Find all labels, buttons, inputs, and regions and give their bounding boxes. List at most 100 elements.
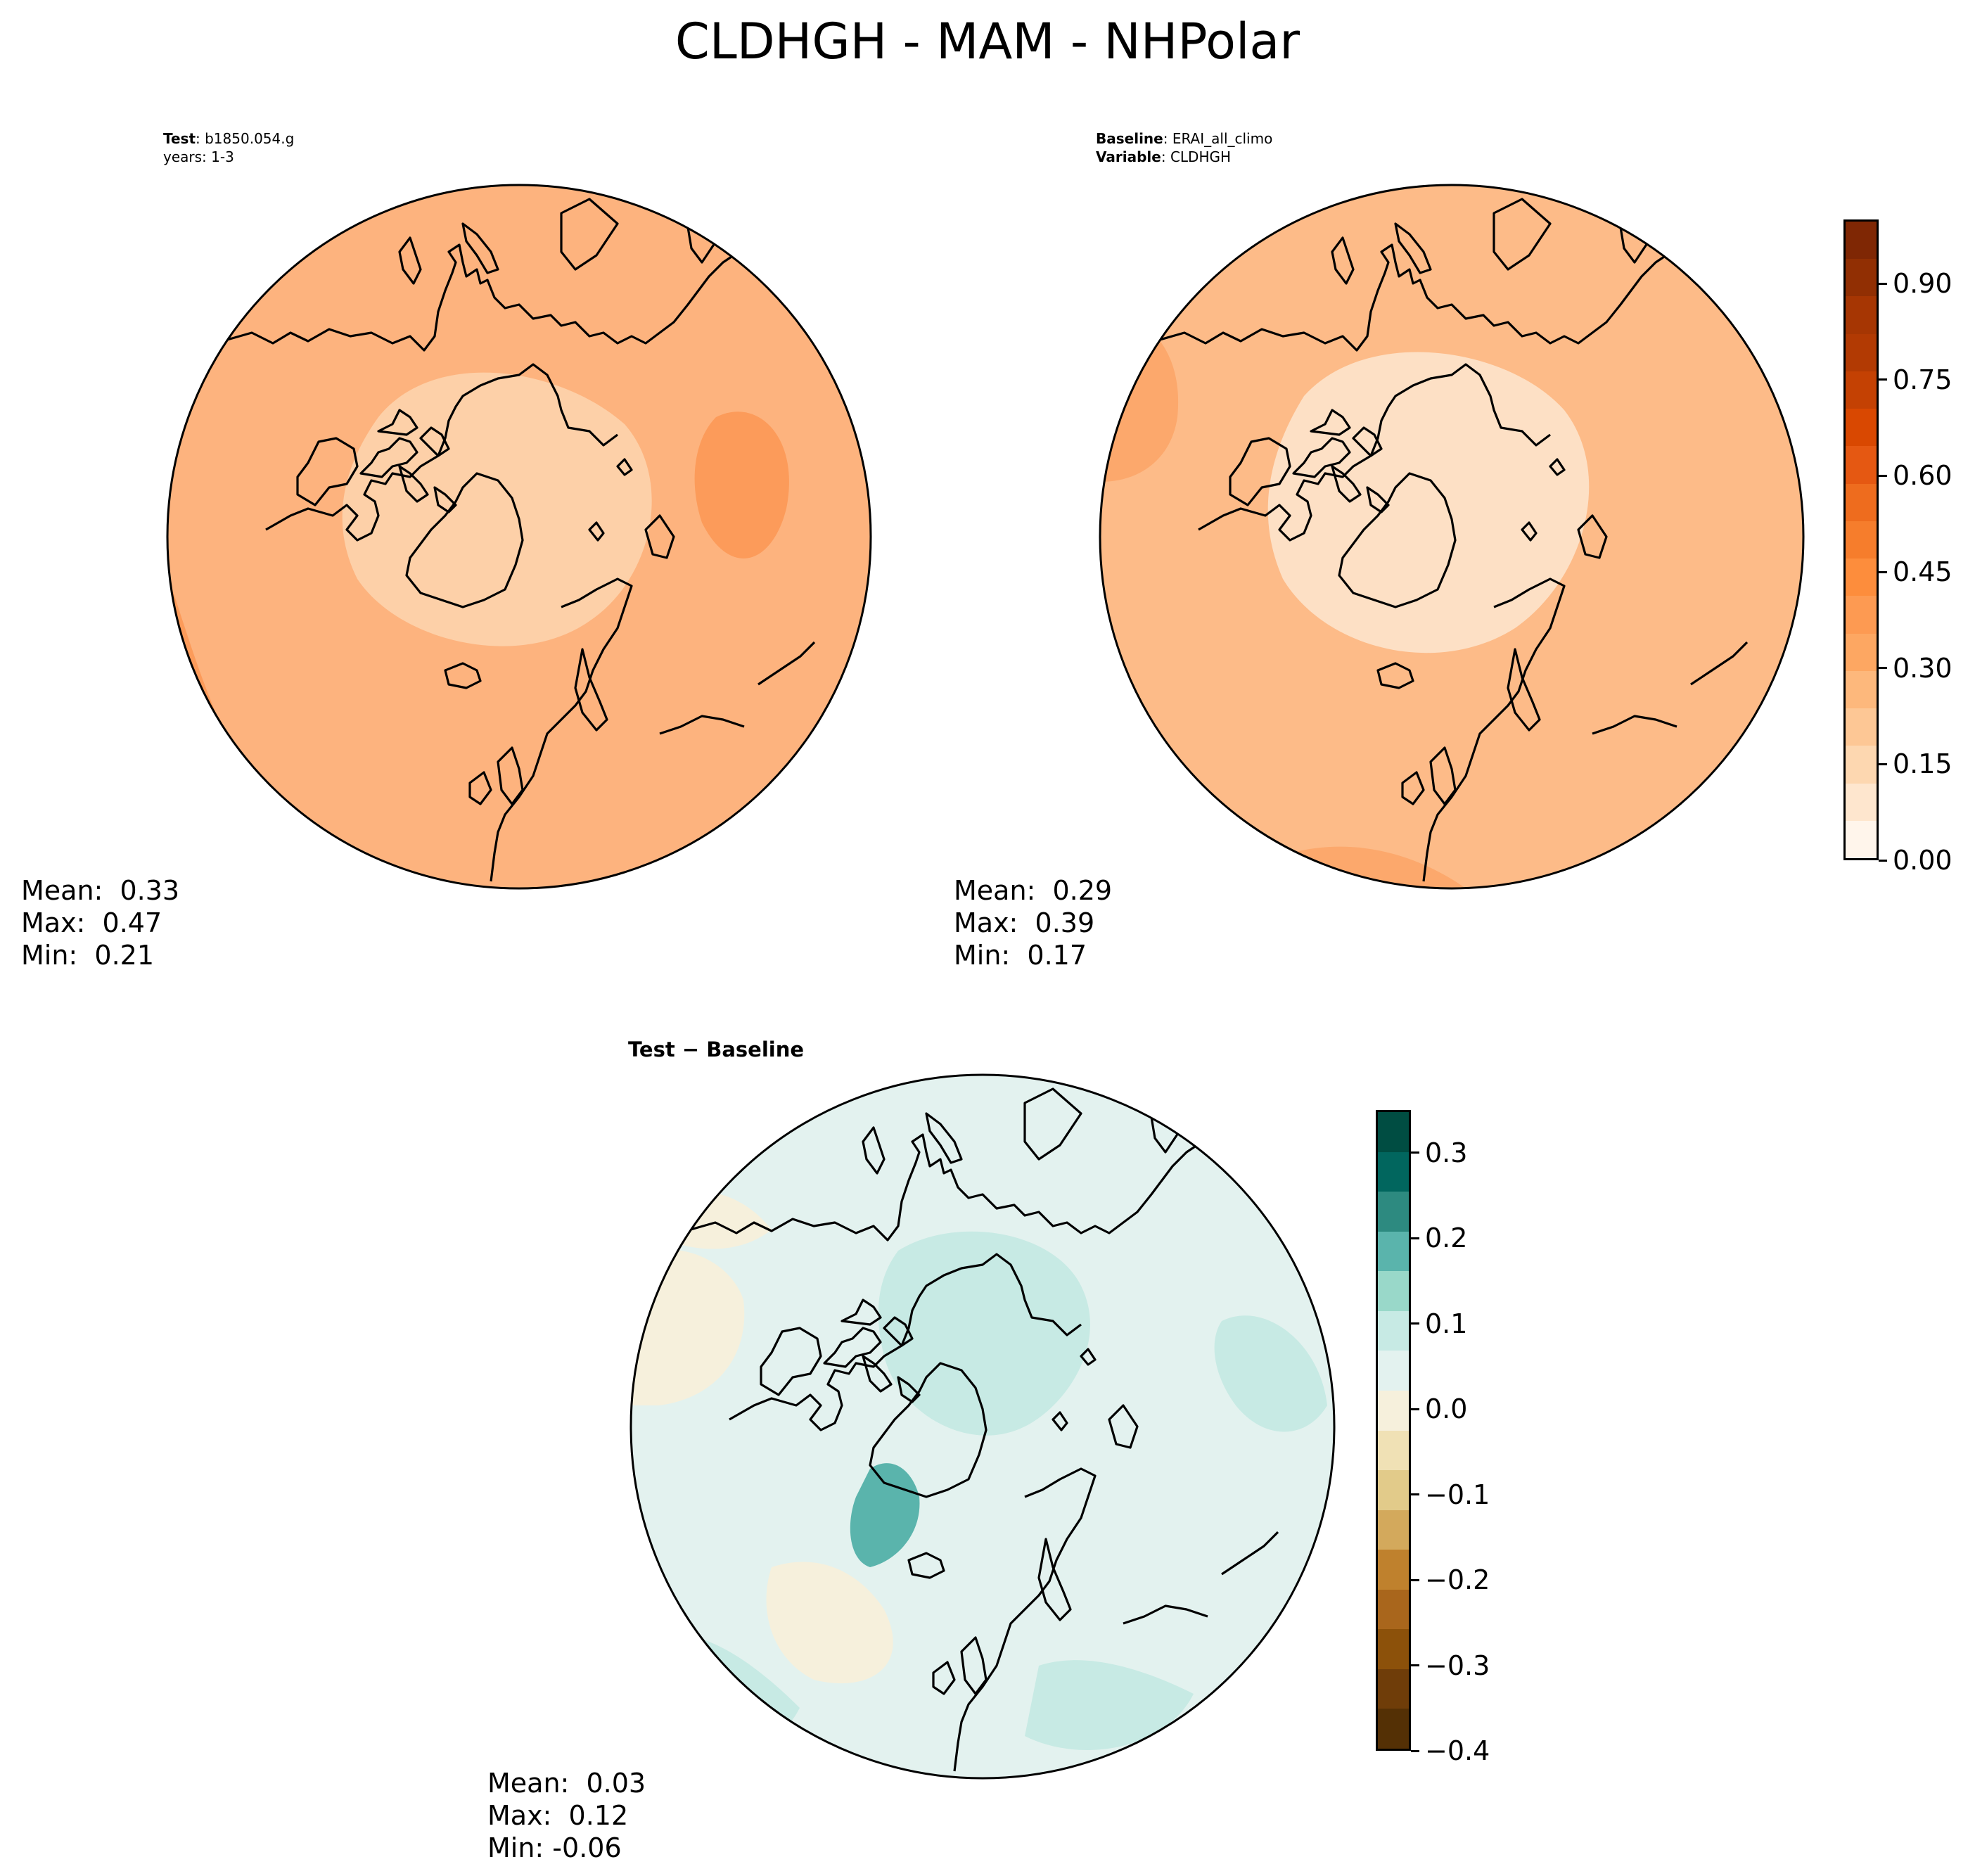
colorbar-main-tickmark	[1879, 762, 1887, 765]
tm-light-region	[342, 372, 652, 646]
colorbar-main-swatch	[1846, 521, 1877, 559]
test-stats: Mean: 0.33 Max: 0.47 Min: 0.21	[21, 874, 179, 971]
colorbar-diff-swatch	[1378, 1151, 1409, 1192]
colorbar-main-swatch	[1846, 222, 1877, 260]
test-key: Test	[163, 130, 196, 147]
colorbar-diff-swatch	[1378, 1589, 1409, 1630]
colorbar-main-tick-label: 0.15	[1893, 748, 1952, 780]
colorbar-diff-swatch	[1378, 1351, 1409, 1391]
test-map	[166, 184, 872, 890]
colorbar-main: 0.00 0.15 0.30 0.45 0.60 0.75 0.90	[1843, 219, 1952, 874]
colorbar-diff-tickmark	[1411, 1237, 1419, 1239]
colorbar-main-swatch	[1846, 371, 1877, 409]
test-label: Test: b1850.054.g years: 1-3	[163, 129, 294, 166]
colorbar-diff-tickmark	[1411, 1408, 1419, 1410]
colorbar-main-swatch	[1846, 296, 1877, 334]
diff-min: Min: -0.06	[487, 1832, 622, 1863]
colorbar-diff-swatch	[1378, 1430, 1409, 1471]
colorbar-main-swatch	[1846, 483, 1877, 521]
baseline-map-border	[1099, 184, 1805, 890]
colorbar-diff: −0.4 −0.3 −0.2 −0.1 0.0 0.1 0.2 0.3	[1376, 1110, 1490, 1764]
colorbar-main-tick-label: 0.00	[1893, 845, 1952, 876]
colorbar-diff-swatch	[1378, 1629, 1409, 1669]
test-case-name: : b1850.054.g	[196, 130, 295, 147]
colorbar-main-tickmark	[1879, 667, 1887, 670]
colorbar-diff-tickmark	[1411, 1151, 1419, 1154]
dm-teal2-region	[1214, 1315, 1327, 1432]
colorbar-diff-tick-label: 0.1	[1425, 1308, 1468, 1339]
colorbar-diff-swatch	[1378, 1231, 1409, 1272]
diff-title: Test − Baseline	[628, 1038, 805, 1061]
baseline-mean: Mean: 0.29	[954, 875, 1113, 906]
colorbar-diff-swatch	[1378, 1192, 1409, 1232]
colorbar-main-swatch	[1846, 596, 1877, 634]
colorbar-diff-tick-label: −0.1	[1425, 1479, 1490, 1510]
colorbar-main-tickmark	[1879, 282, 1887, 285]
colorbar-main-tick-label: 0.30	[1893, 652, 1952, 684]
colorbar-diff-swatch	[1378, 1470, 1409, 1510]
colorbar-main-swatch	[1846, 333, 1877, 371]
colorbar-diff-swatch	[1378, 1510, 1409, 1550]
colorbar-main-tickmark	[1879, 859, 1887, 862]
colorbar-diff-swatch	[1378, 1271, 1409, 1311]
colorbar-main-swatch	[1846, 820, 1877, 858]
colorbar-main-tick-label: 0.60	[1893, 460, 1952, 492]
colorbar-main-swatch	[1846, 446, 1877, 484]
variable-key: Variable	[1096, 148, 1161, 165]
colorbar-main-tickmark	[1879, 378, 1887, 381]
colorbar-main-swatch	[1846, 559, 1877, 596]
colorbar-diff-swatches	[1376, 1110, 1411, 1751]
diff-map-border	[629, 1073, 1336, 1780]
baseline-stats: Mean: 0.29 Max: 0.39 Min: 0.17	[954, 874, 1112, 971]
colorbar-main-swatch	[1846, 409, 1877, 447]
colorbar-diff-swatch	[1378, 1112, 1409, 1152]
diff-mean: Mean: 0.03	[487, 1768, 646, 1799]
test-min: Min: 0.21	[21, 940, 154, 971]
colorbar-diff-tickmark	[1411, 1749, 1419, 1752]
colorbar-main-swatch	[1846, 783, 1877, 821]
baseline-case-name: : ERAI_all_climo	[1163, 130, 1273, 147]
colorbar-diff-tick-label: 0.2	[1425, 1223, 1468, 1254]
colorbar-diff-tickmark	[1411, 1578, 1419, 1581]
colorbar-main-swatch	[1846, 259, 1877, 297]
colorbar-main-tick-label: 0.90	[1893, 268, 1952, 300]
test-map-border	[166, 184, 872, 890]
colorbar-main-swatch	[1846, 708, 1877, 746]
test-max: Max: 0.47	[21, 907, 162, 938]
colorbar-main-tickmark	[1879, 570, 1887, 573]
diff-max: Max: 0.12	[487, 1800, 629, 1831]
colorbar-main-tickmark	[1879, 474, 1887, 477]
colorbar-main-tick-label: 0.75	[1893, 364, 1952, 395]
baseline-key: Baseline	[1096, 130, 1163, 147]
diff-map	[629, 1073, 1336, 1780]
colorbar-diff-swatch	[1378, 1310, 1409, 1351]
dm-tan2-region	[766, 1562, 893, 1684]
colorbar-main-swatches	[1843, 219, 1879, 860]
diff-stats: Mean: 0.03 Max: 0.12 Min: -0.06	[487, 1767, 646, 1864]
colorbar-diff-tickmark	[1411, 1493, 1419, 1496]
colorbar-diff-tick-label: 0.3	[1425, 1137, 1468, 1168]
variable-name: : CLDHGH	[1161, 148, 1232, 165]
colorbar-diff-swatch	[1378, 1668, 1409, 1709]
colorbar-diff-tick-label: 0.0	[1425, 1393, 1468, 1425]
colorbar-diff-tick-label: −0.3	[1425, 1650, 1490, 1681]
tm-dark3-region	[694, 411, 789, 559]
colorbar-diff-tick-label: −0.4	[1425, 1735, 1490, 1766]
test-mean: Mean: 0.33	[21, 875, 180, 906]
baseline-max: Max: 0.39	[954, 907, 1095, 938]
baseline-min: Min: 0.17	[954, 940, 1087, 971]
figure-title: CLDHGH - MAM - NHPolar	[675, 13, 1300, 70]
colorbar-diff-tick-label: −0.2	[1425, 1564, 1490, 1596]
colorbar-main-tick-label: 0.45	[1893, 556, 1952, 588]
baseline-map	[1099, 184, 1805, 890]
test-years: years: 1-3	[163, 148, 234, 165]
colorbar-diff-swatch	[1378, 1390, 1409, 1431]
colorbar-diff-tickmark	[1411, 1664, 1419, 1667]
colorbar-main-swatch	[1846, 633, 1877, 671]
baseline-label: Baseline: ERAI_all_climo Variable: CLDHG…	[1096, 129, 1272, 166]
colorbar-diff-tickmark	[1411, 1322, 1419, 1325]
colorbar-main-swatch	[1846, 746, 1877, 784]
colorbar-diff-swatch	[1378, 1550, 1409, 1590]
colorbar-main-swatch	[1846, 670, 1877, 709]
dm-teal4-region	[1025, 1660, 1194, 1750]
